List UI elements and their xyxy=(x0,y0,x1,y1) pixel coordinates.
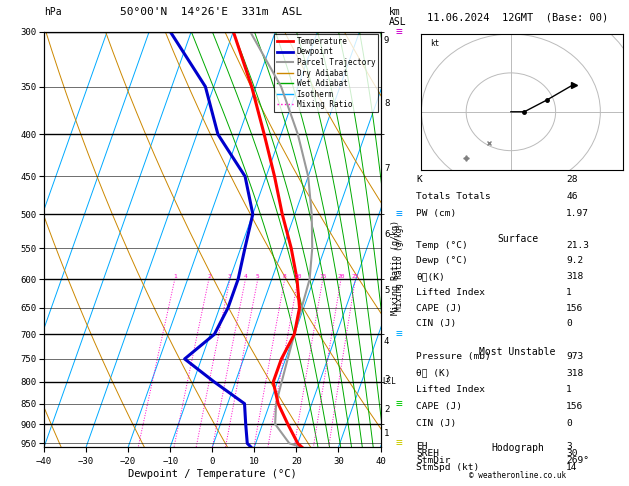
Text: 30: 30 xyxy=(566,449,577,458)
Text: 156: 156 xyxy=(566,402,583,411)
Text: 5: 5 xyxy=(384,286,389,295)
Text: ASL: ASL xyxy=(389,17,406,27)
Text: StmDir: StmDir xyxy=(416,456,451,465)
Text: 1: 1 xyxy=(566,385,572,394)
Text: 7: 7 xyxy=(384,164,389,173)
Text: 4: 4 xyxy=(243,274,247,279)
Text: Hodograph: Hodograph xyxy=(491,443,544,453)
Text: Mixing Ratio (g/kg): Mixing Ratio (g/kg) xyxy=(391,220,399,315)
Text: 10: 10 xyxy=(294,274,302,279)
Text: 2: 2 xyxy=(384,405,389,415)
Text: Surface: Surface xyxy=(497,234,538,244)
Text: 1: 1 xyxy=(173,274,177,279)
Text: CIN (J): CIN (J) xyxy=(416,319,457,329)
Legend: Temperature, Dewpoint, Parcel Trajectory, Dry Adiabat, Wet Adiabat, Isotherm, Mi: Temperature, Dewpoint, Parcel Trajectory… xyxy=(274,34,378,112)
Text: 50°00'N  14°26'E  331m  ASL: 50°00'N 14°26'E 331m ASL xyxy=(120,7,302,17)
Text: CIN (J): CIN (J) xyxy=(416,418,457,428)
Text: 14: 14 xyxy=(566,463,577,472)
Text: ≡: ≡ xyxy=(396,27,402,36)
Text: 0: 0 xyxy=(566,319,572,329)
Text: 156: 156 xyxy=(566,304,583,312)
Text: Lifted Index: Lifted Index xyxy=(416,288,486,297)
Text: θᴇ (K): θᴇ (K) xyxy=(416,368,451,378)
Text: 11.06.2024  12GMT  (Base: 00): 11.06.2024 12GMT (Base: 00) xyxy=(426,12,608,22)
Text: 25: 25 xyxy=(352,274,359,279)
Text: 9.2: 9.2 xyxy=(566,257,583,265)
Text: 0: 0 xyxy=(566,418,572,428)
Text: Temp (°C): Temp (°C) xyxy=(416,241,468,250)
Text: ≡: ≡ xyxy=(396,209,402,219)
Text: hPa: hPa xyxy=(44,7,62,17)
Text: 9: 9 xyxy=(384,36,389,46)
Text: km: km xyxy=(389,7,401,17)
Text: LCL: LCL xyxy=(382,378,396,386)
Text: Dewp (°C): Dewp (°C) xyxy=(416,257,468,265)
Text: 318: 318 xyxy=(566,368,583,378)
Text: ≡: ≡ xyxy=(396,438,402,449)
Text: 21.3: 21.3 xyxy=(566,241,589,250)
Text: 973: 973 xyxy=(566,352,583,361)
Text: Totals Totals: Totals Totals xyxy=(416,192,491,201)
Text: © weatheronline.co.uk: © weatheronline.co.uk xyxy=(469,471,566,480)
Text: 1.97: 1.97 xyxy=(566,209,589,218)
Text: 3: 3 xyxy=(228,274,232,279)
Text: 28: 28 xyxy=(566,175,577,185)
Text: kt: kt xyxy=(430,39,440,48)
Text: 5: 5 xyxy=(256,274,260,279)
Text: 318: 318 xyxy=(566,272,583,281)
Text: ≡: ≡ xyxy=(396,399,402,409)
Text: 2: 2 xyxy=(207,274,211,279)
Text: Mixing Ratio (g/kg): Mixing Ratio (g/kg) xyxy=(395,224,404,311)
Text: EH: EH xyxy=(416,442,428,451)
Text: Pressure (mb): Pressure (mb) xyxy=(416,352,491,361)
X-axis label: Dewpoint / Temperature (°C): Dewpoint / Temperature (°C) xyxy=(128,469,297,479)
Text: 3: 3 xyxy=(384,375,389,384)
Text: 15: 15 xyxy=(319,274,326,279)
Text: 269°: 269° xyxy=(566,456,589,465)
Text: 8: 8 xyxy=(283,274,287,279)
Text: CAPE (J): CAPE (J) xyxy=(416,402,462,411)
Text: 20: 20 xyxy=(337,274,345,279)
Text: Lifted Index: Lifted Index xyxy=(416,385,486,394)
Text: 46: 46 xyxy=(566,192,577,201)
Text: 8: 8 xyxy=(384,99,389,108)
Text: ≡: ≡ xyxy=(396,330,402,339)
Text: 3: 3 xyxy=(566,442,572,451)
Text: θᴇ(K): θᴇ(K) xyxy=(416,272,445,281)
Text: 6: 6 xyxy=(384,230,389,240)
Text: 1: 1 xyxy=(384,429,389,438)
Text: Most Unstable: Most Unstable xyxy=(479,347,556,357)
Text: CAPE (J): CAPE (J) xyxy=(416,304,462,312)
Text: 1: 1 xyxy=(566,288,572,297)
Text: K: K xyxy=(416,175,422,185)
Text: 4: 4 xyxy=(384,337,389,347)
Text: PW (cm): PW (cm) xyxy=(416,209,457,218)
Text: StmSpd (kt): StmSpd (kt) xyxy=(416,463,480,472)
Text: SREH: SREH xyxy=(416,449,440,458)
